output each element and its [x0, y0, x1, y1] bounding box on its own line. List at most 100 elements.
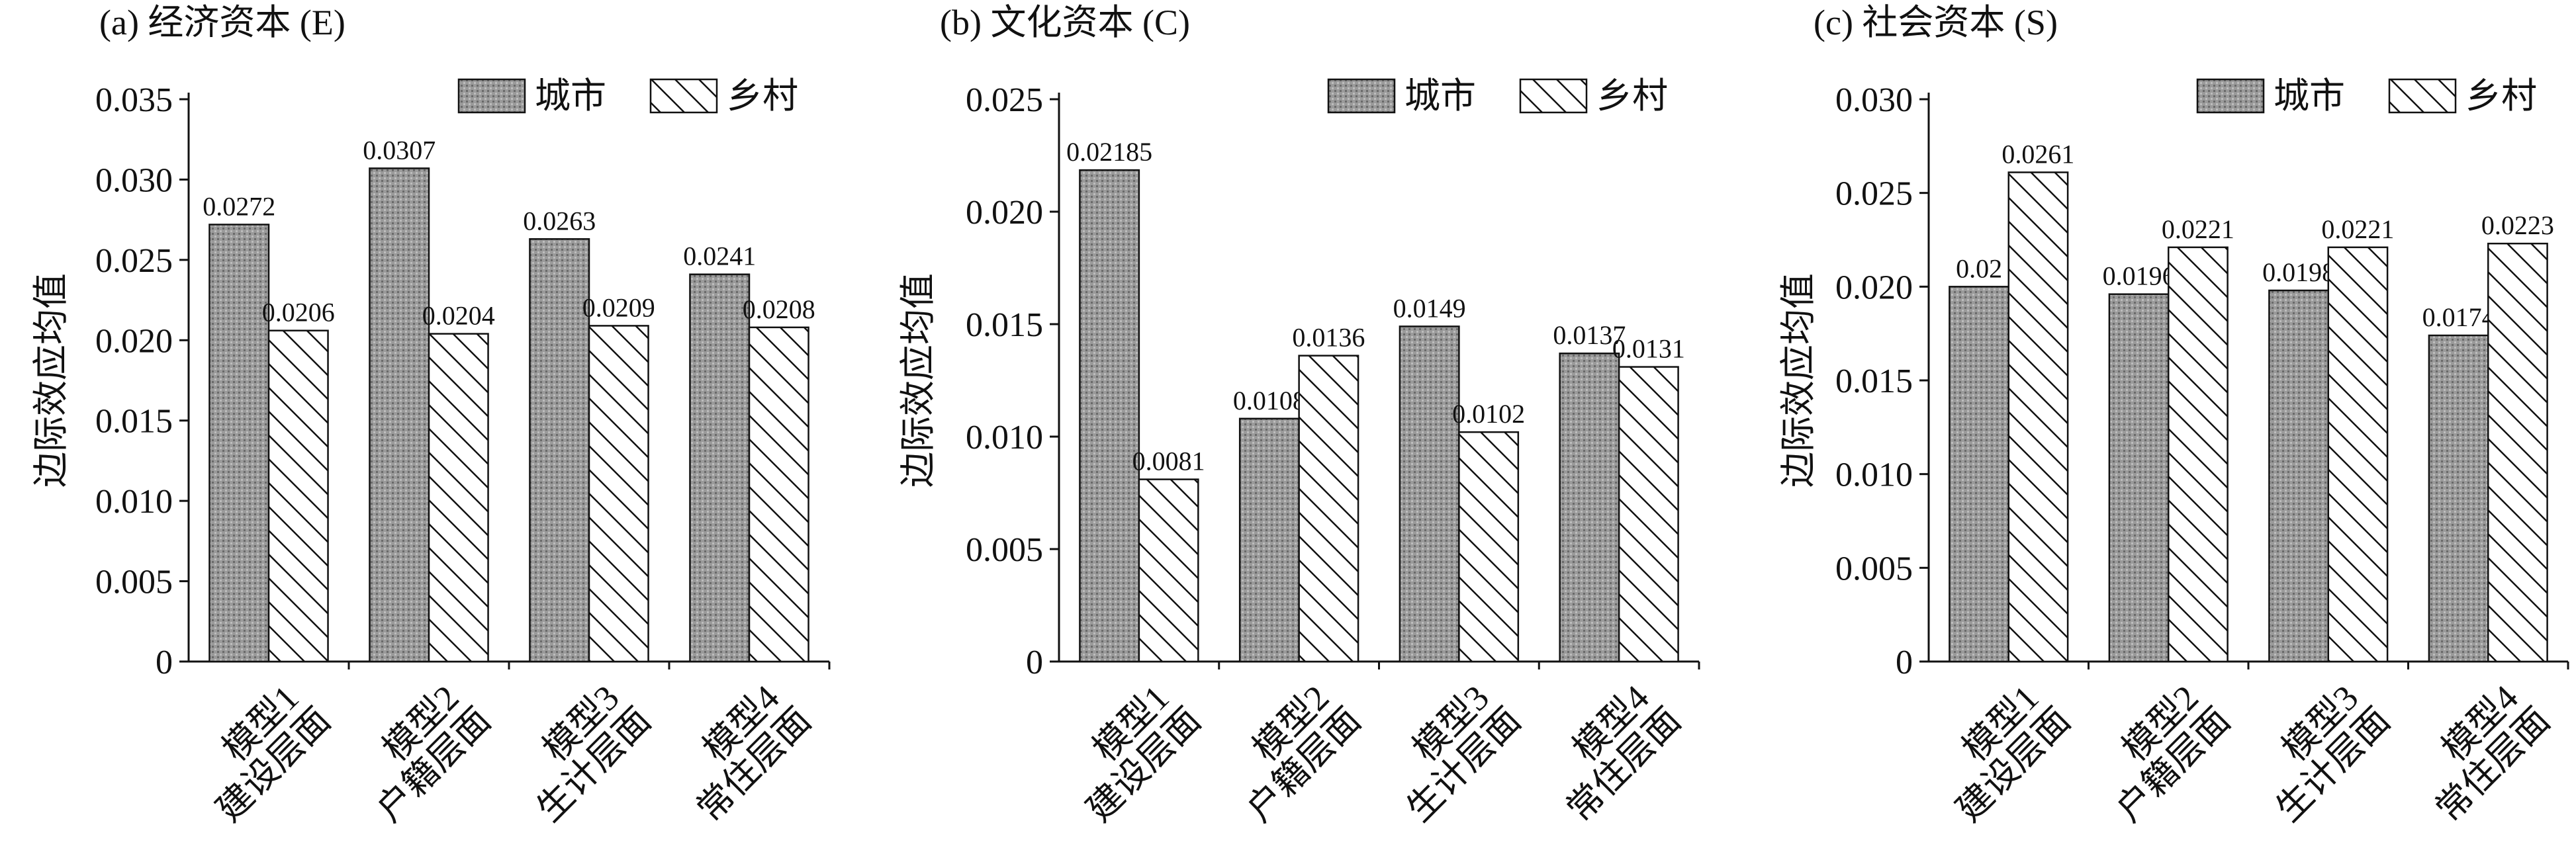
bar: [1079, 169, 1140, 663]
legend-swatch: [1519, 78, 1588, 114]
bar: [748, 326, 809, 663]
y-axis-label: 边际效应均值: [1778, 273, 1818, 488]
data-label: 0.0208: [743, 294, 815, 324]
bar: [529, 238, 590, 663]
y-tick-label: 0: [156, 644, 173, 681]
bar: [1238, 417, 1300, 663]
y-tick-label: 0.010: [1835, 456, 1913, 494]
y-tick-label: 0: [1026, 644, 1043, 681]
bar: [588, 325, 649, 663]
data-label: 0.0174: [2422, 302, 2495, 332]
panel: (a) 经济资本 (E) 边际效应均值 0 0.005 0.010 0.015 0.020 0…: [31, 3, 831, 829]
data-label: 0.0136: [1292, 323, 1365, 353]
legend-swatch: [1327, 78, 1396, 114]
bar: [428, 333, 489, 663]
bar: [1949, 286, 2010, 663]
data-label: 0.0198: [2262, 257, 2335, 287]
bar: [1559, 352, 1620, 663]
y-axis-label: 边际效应均值: [31, 273, 71, 488]
y-tick-label: 0.020: [1835, 269, 1913, 306]
bar: [1298, 355, 1359, 663]
bar: [2268, 289, 2330, 663]
data-label: 0.0241: [683, 241, 756, 271]
chart-title: (a) 经济资本 (E): [99, 3, 345, 42]
bar: [267, 329, 329, 663]
data-label: 0.0307: [363, 135, 436, 165]
bar: [2168, 246, 2229, 663]
data-label: 0.0221: [2321, 214, 2394, 244]
y-axis-label: 边际效应均值: [898, 273, 938, 488]
y-tick-label: 0.015: [966, 306, 1043, 344]
y-tick-label: 0.025: [1835, 175, 1913, 213]
data-label: 0.0223: [2481, 210, 2554, 240]
data-label: 0.0209: [582, 292, 655, 322]
legend-label: 乡村: [2465, 76, 2537, 116]
data-label: 0.02: [1956, 253, 2002, 283]
y-tick-label: 0.025: [95, 242, 173, 280]
data-label: 0.0263: [523, 206, 596, 236]
bar: [1618, 366, 1679, 663]
legend-swatch: [2196, 78, 2265, 114]
chart-title: (b) 文化资本 (C): [940, 3, 1190, 42]
bar: [369, 167, 430, 663]
legend-swatch: [649, 78, 718, 114]
bar: [208, 224, 270, 663]
y-tick-label: 0.030: [95, 161, 173, 199]
data-label: 0.0221: [2162, 214, 2234, 244]
chart-title: (c) 社会资本 (S): [1814, 3, 2058, 42]
bar: [2327, 246, 2389, 663]
bar: [1399, 325, 1460, 663]
data-label: 0.02185: [1066, 137, 1152, 167]
data-label: 0.0206: [262, 298, 335, 327]
bar: [1138, 478, 1199, 663]
legend-label: 城市: [2274, 76, 2345, 116]
y-tick-label: 0.005: [95, 564, 173, 601]
legend-label: 乡村: [1596, 76, 1668, 116]
y-tick-label: 0.020: [966, 194, 1043, 232]
y-tick-label: 0.005: [1835, 550, 1913, 587]
y-tick-label: 0.030: [1835, 81, 1913, 119]
data-label: 0.0272: [203, 191, 275, 221]
y-tick-label: 0: [1896, 644, 1913, 681]
y-tick-label: 0.015: [95, 403, 173, 441]
legend-label: 城市: [1404, 76, 1476, 116]
y-tick-label: 0.005: [966, 531, 1043, 569]
y-tick-label: 0.015: [1835, 363, 1913, 400]
data-label: 0.0149: [1393, 293, 1466, 323]
bar: [689, 273, 751, 663]
legend-label: 城市: [535, 76, 606, 116]
bar: [2487, 242, 2548, 663]
data-label: 0.0261: [2001, 140, 2074, 169]
data-label: 0.0108: [1233, 386, 1306, 415]
data-label: 0.0196: [2103, 261, 2176, 291]
data-label: 0.0102: [1452, 399, 1525, 429]
y-tick-label: 0.010: [95, 483, 173, 521]
data-label: 0.0081: [1132, 447, 1205, 476]
y-tick-label: 0.025: [966, 81, 1043, 119]
panel: (c) 社会资本 (S) 边际效应均值 0 0.005 0.010 0.015 0.020 0…: [1778, 3, 2569, 829]
data-label: 0.0137: [1553, 320, 1626, 350]
legend-swatch: [457, 78, 526, 114]
y-tick-label: 0.035: [95, 81, 173, 119]
y-tick-label: 0.010: [966, 419, 1043, 456]
panel: (b) 文化资本 (C) 边际效应均值 0 0.005 0.010 0.015 0.020 0…: [898, 3, 1700, 829]
legend-label: 乡村: [727, 76, 798, 116]
bar: [2108, 293, 2170, 663]
bar: [1458, 431, 1520, 663]
legend-swatch: [2388, 78, 2457, 114]
data-label: 0.0131: [1612, 334, 1685, 364]
y-tick-label: 0.020: [95, 322, 173, 360]
bar: [2428, 334, 2489, 663]
